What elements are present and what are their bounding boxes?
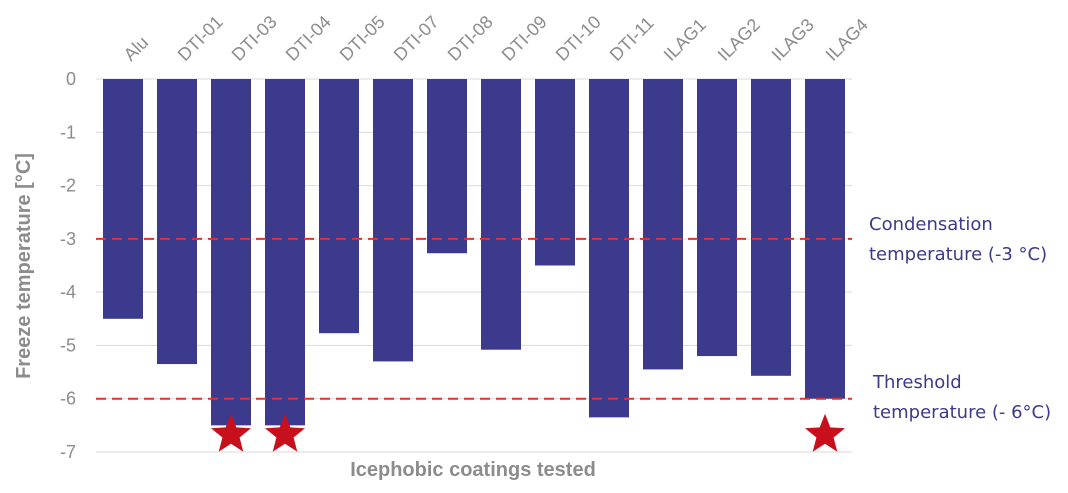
y-tick-labels: 0 -1 -2 -3 -4 -5 -6 -7 <box>60 69 76 462</box>
star-icon <box>265 413 305 452</box>
bar-ilag3 <box>751 79 791 376</box>
x-tick-label: ILAG2 <box>714 15 764 65</box>
threshold-label-line1: Threshold <box>872 372 962 393</box>
y-tick-label: -1 <box>60 122 76 142</box>
star-markers <box>211 413 845 452</box>
star-icon <box>805 413 845 452</box>
condensation-label-line2: temperature (-3 °C) <box>869 244 1047 265</box>
x-tick-label: DTI-05 <box>336 12 389 65</box>
bar-dti-11 <box>589 79 629 418</box>
x-tick-label: DTI-09 <box>498 12 551 65</box>
bar-dti-07 <box>373 79 413 362</box>
x-tick-label: ILAG4 <box>822 15 872 65</box>
x-tick-label: ILAG3 <box>768 15 818 65</box>
reference-lines <box>96 237 852 400</box>
bar-dti-10 <box>535 79 575 266</box>
x-axis-title: Icephobic coatings tested <box>350 459 596 481</box>
x-tick-label: DTI-04 <box>282 12 335 65</box>
x-tick-label: ILAG1 <box>660 15 710 65</box>
bar-dti-01 <box>157 79 197 365</box>
y-tick-label: -5 <box>60 335 76 355</box>
bars <box>103 79 845 426</box>
y-tick-label: -3 <box>60 229 76 249</box>
y-tick-label: -2 <box>60 176 76 196</box>
bar-ilag2 <box>697 79 737 357</box>
y-tick-label: -7 <box>60 442 76 462</box>
x-tick-label: DTI-08 <box>444 12 497 65</box>
bar-dti-08 <box>427 79 467 254</box>
y-axis-title: Freeze temperature [°C] <box>13 153 35 379</box>
bar-dti-04 <box>265 79 305 426</box>
y-tick-label: -4 <box>60 282 76 302</box>
bar-dti-05 <box>319 79 359 334</box>
bar-alu <box>103 79 143 319</box>
y-tick-label: 0 <box>66 69 76 89</box>
condensation-label-line1: Condensation <box>869 214 993 235</box>
bar-ilag1 <box>643 79 683 370</box>
y-tick-label: -6 <box>60 389 76 409</box>
x-tick-label: DTI-11 <box>606 13 658 65</box>
bar-dti-03 <box>211 79 251 426</box>
x-tick-label: DTI-10 <box>552 12 605 65</box>
x-tick-label: DTI-01 <box>174 12 227 65</box>
x-tick-label: DTI-07 <box>390 12 443 65</box>
x-tick-label: Alu <box>120 32 153 65</box>
star-icon <box>211 413 251 452</box>
x-tick-label: DTI-03 <box>228 12 281 65</box>
threshold-label-line2: temperature (- 6°C) <box>873 402 1051 423</box>
bar-dti-09 <box>481 79 521 350</box>
gridlines <box>96 78 852 453</box>
x-tick-labels: Alu DTI-01 DTI-03 DTI-04 DTI-05 DTI-07 DTI-08 D… <box>120 12 872 65</box>
